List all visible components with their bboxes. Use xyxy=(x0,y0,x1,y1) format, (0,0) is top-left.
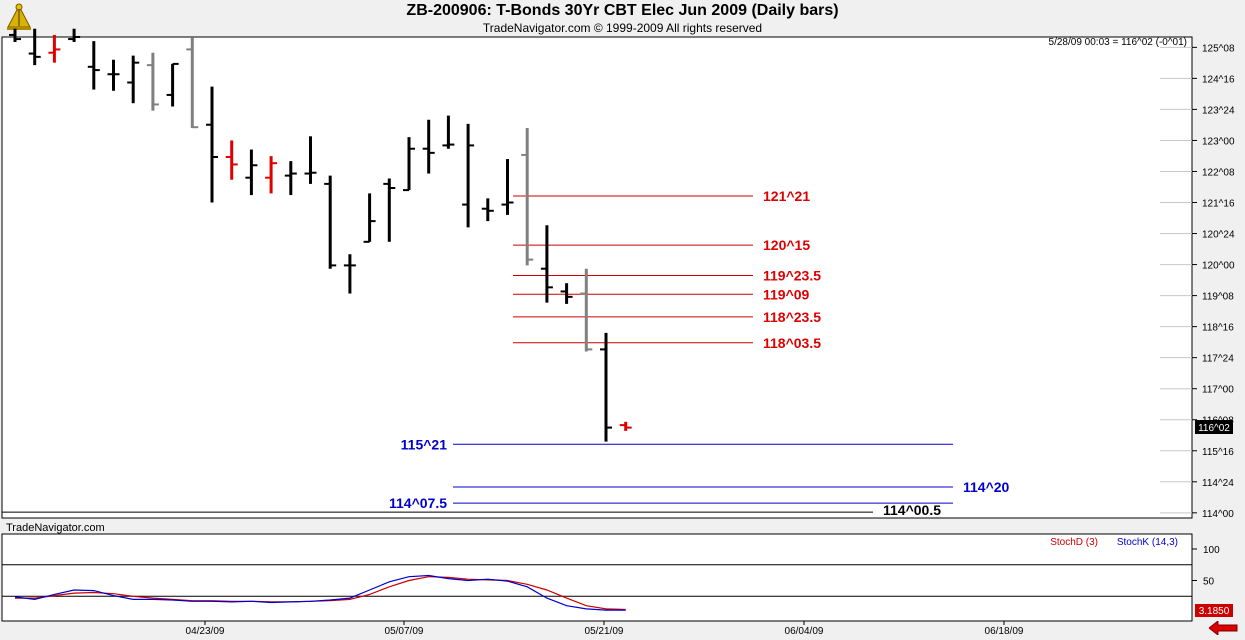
fib-level-label: 119^23.5 xyxy=(763,268,821,284)
ohlc-bar xyxy=(600,332,612,442)
ohlc-bar xyxy=(580,268,593,352)
price-axis: 125^08 124^16 123^24 123^00 122^08 121^16 120^… xyxy=(1192,43,1235,520)
ohlc-bar xyxy=(265,156,278,194)
sextant-logo-icon xyxy=(7,3,31,30)
ohlc-bar xyxy=(462,123,475,228)
ohlc-bar xyxy=(422,119,435,174)
ohlc-bar xyxy=(343,254,356,294)
price-gridlines xyxy=(1160,46,1192,514)
price-tick-label: 117^24 xyxy=(1202,354,1234,365)
price-tick-label: 125^08 xyxy=(1202,43,1235,54)
quote-info: 5/28/09 00:03 = 116^02 (-0^01) xyxy=(1049,37,1187,48)
watermark-text: TradeNavigator.com xyxy=(6,522,105,534)
date-tick-label: 05/21/09 xyxy=(585,626,624,637)
price-tick-label: 119^08 xyxy=(1202,292,1234,303)
stochastic-lines xyxy=(14,574,626,611)
target-level-label: 114^20 xyxy=(963,479,1010,495)
price-tick-label: 122^08 xyxy=(1202,167,1235,178)
current-price-box xyxy=(1195,420,1233,434)
ohlc-bar xyxy=(304,136,317,184)
chart-header: ZB-200906: T-Bonds 30Yr CBT Elec Jun 200… xyxy=(0,0,1245,37)
price-tick-label: 118^16 xyxy=(1202,323,1234,334)
ohlc-bar xyxy=(9,28,21,42)
ohlc-bar xyxy=(284,161,297,196)
indicator-panel[interactable] xyxy=(1,533,1193,622)
date-tick-label: 06/18/09 xyxy=(985,626,1024,637)
chart-title: ZB-200906: T-Bonds 30Yr CBT Elec Jun 200… xyxy=(406,2,839,19)
ohlc-bars xyxy=(9,28,632,442)
ohlc-bar xyxy=(28,28,41,66)
indicator-value-label: 3.1850 xyxy=(1199,606,1230,617)
target-level-label: 115^21 xyxy=(401,436,448,452)
date-tick-label: 06/04/09 xyxy=(785,626,824,637)
price-tick-label: 120^24 xyxy=(1202,230,1235,241)
indicator-gridlines xyxy=(2,564,1192,597)
date-tick-label: 04/23/09 xyxy=(186,626,225,637)
ohlc-bar xyxy=(442,115,455,149)
ohlc-bar xyxy=(186,37,199,129)
fib-level-label: 119^09 xyxy=(763,286,810,302)
price-tick-label: 114^24 xyxy=(1202,478,1234,489)
level-lines: 121^21 120^15 119^23.5 119^09 118^23.5 118^03… xyxy=(2,188,1010,518)
ohlc-bar xyxy=(225,140,238,180)
price-tick-label: 123^00 xyxy=(1202,136,1235,147)
ohlc-bar xyxy=(68,28,81,42)
ohlc-bar xyxy=(481,198,494,222)
ohlc-bar xyxy=(245,149,258,196)
fib-level-label: 121^21 xyxy=(763,188,810,204)
ohlc-bar xyxy=(540,225,553,303)
price-tick-label: 115^16 xyxy=(1202,447,1234,458)
ohlc-bar xyxy=(619,421,632,431)
indicator-tick-label: 50 xyxy=(1203,577,1215,588)
back-arrow-icon[interactable] xyxy=(1209,621,1239,635)
ohlc-bar xyxy=(48,34,61,63)
ohlc-bar xyxy=(501,159,514,215)
target-level-label: 114^07.5 xyxy=(389,495,447,511)
fib-level-label: 120^15 xyxy=(763,237,810,253)
price-tick-label: 121^16 xyxy=(1202,199,1235,210)
copyright-notice: TradeNavigator.com © 1999-2009 All right… xyxy=(482,21,763,35)
ohlc-bar xyxy=(206,86,218,203)
ohlc-bar xyxy=(146,52,159,111)
date-axis: 04/23/09 05/07/09 05/21/09 06/04/09 06/18/09 xyxy=(186,621,1024,637)
price-tick-label: 123^24 xyxy=(1202,105,1235,116)
stochk-legend: StochK (14,3) xyxy=(1117,537,1178,548)
current-price-label: 116^02 xyxy=(1198,423,1230,434)
ohlc-bar xyxy=(324,175,337,269)
stoch-series-line xyxy=(14,574,626,611)
fib-level-label: 118^23.5 xyxy=(763,309,821,325)
ohlc-bar xyxy=(560,283,573,304)
stochd-legend: StochD (3) xyxy=(1050,537,1098,548)
price-tick-label: 120^00 xyxy=(1202,261,1235,272)
ohlc-bar xyxy=(87,41,100,90)
ohlc-bar xyxy=(166,62,179,107)
price-tick-label: 124^16 xyxy=(1202,74,1235,85)
indicator-tick-label: 100 xyxy=(1203,545,1220,556)
price-panel[interactable] xyxy=(1,36,1193,519)
fib-level-label: 118^03.5 xyxy=(763,335,821,351)
base-level-label: 114^00.5 xyxy=(883,502,941,518)
price-tick-label: 114^00 xyxy=(1202,509,1234,520)
ohlc-bar xyxy=(383,178,396,242)
indicator-value-box xyxy=(1195,604,1233,617)
ohlc-bar xyxy=(521,128,534,266)
ohlc-bar xyxy=(363,193,376,243)
indicator-axis: 100 50 xyxy=(1192,545,1220,588)
ohlc-bar xyxy=(127,55,140,104)
date-tick-label: 05/07/09 xyxy=(385,626,424,637)
price-tick-label: 117^00 xyxy=(1202,385,1234,396)
ohlc-bar xyxy=(107,59,120,91)
ohlc-bar xyxy=(403,137,415,192)
